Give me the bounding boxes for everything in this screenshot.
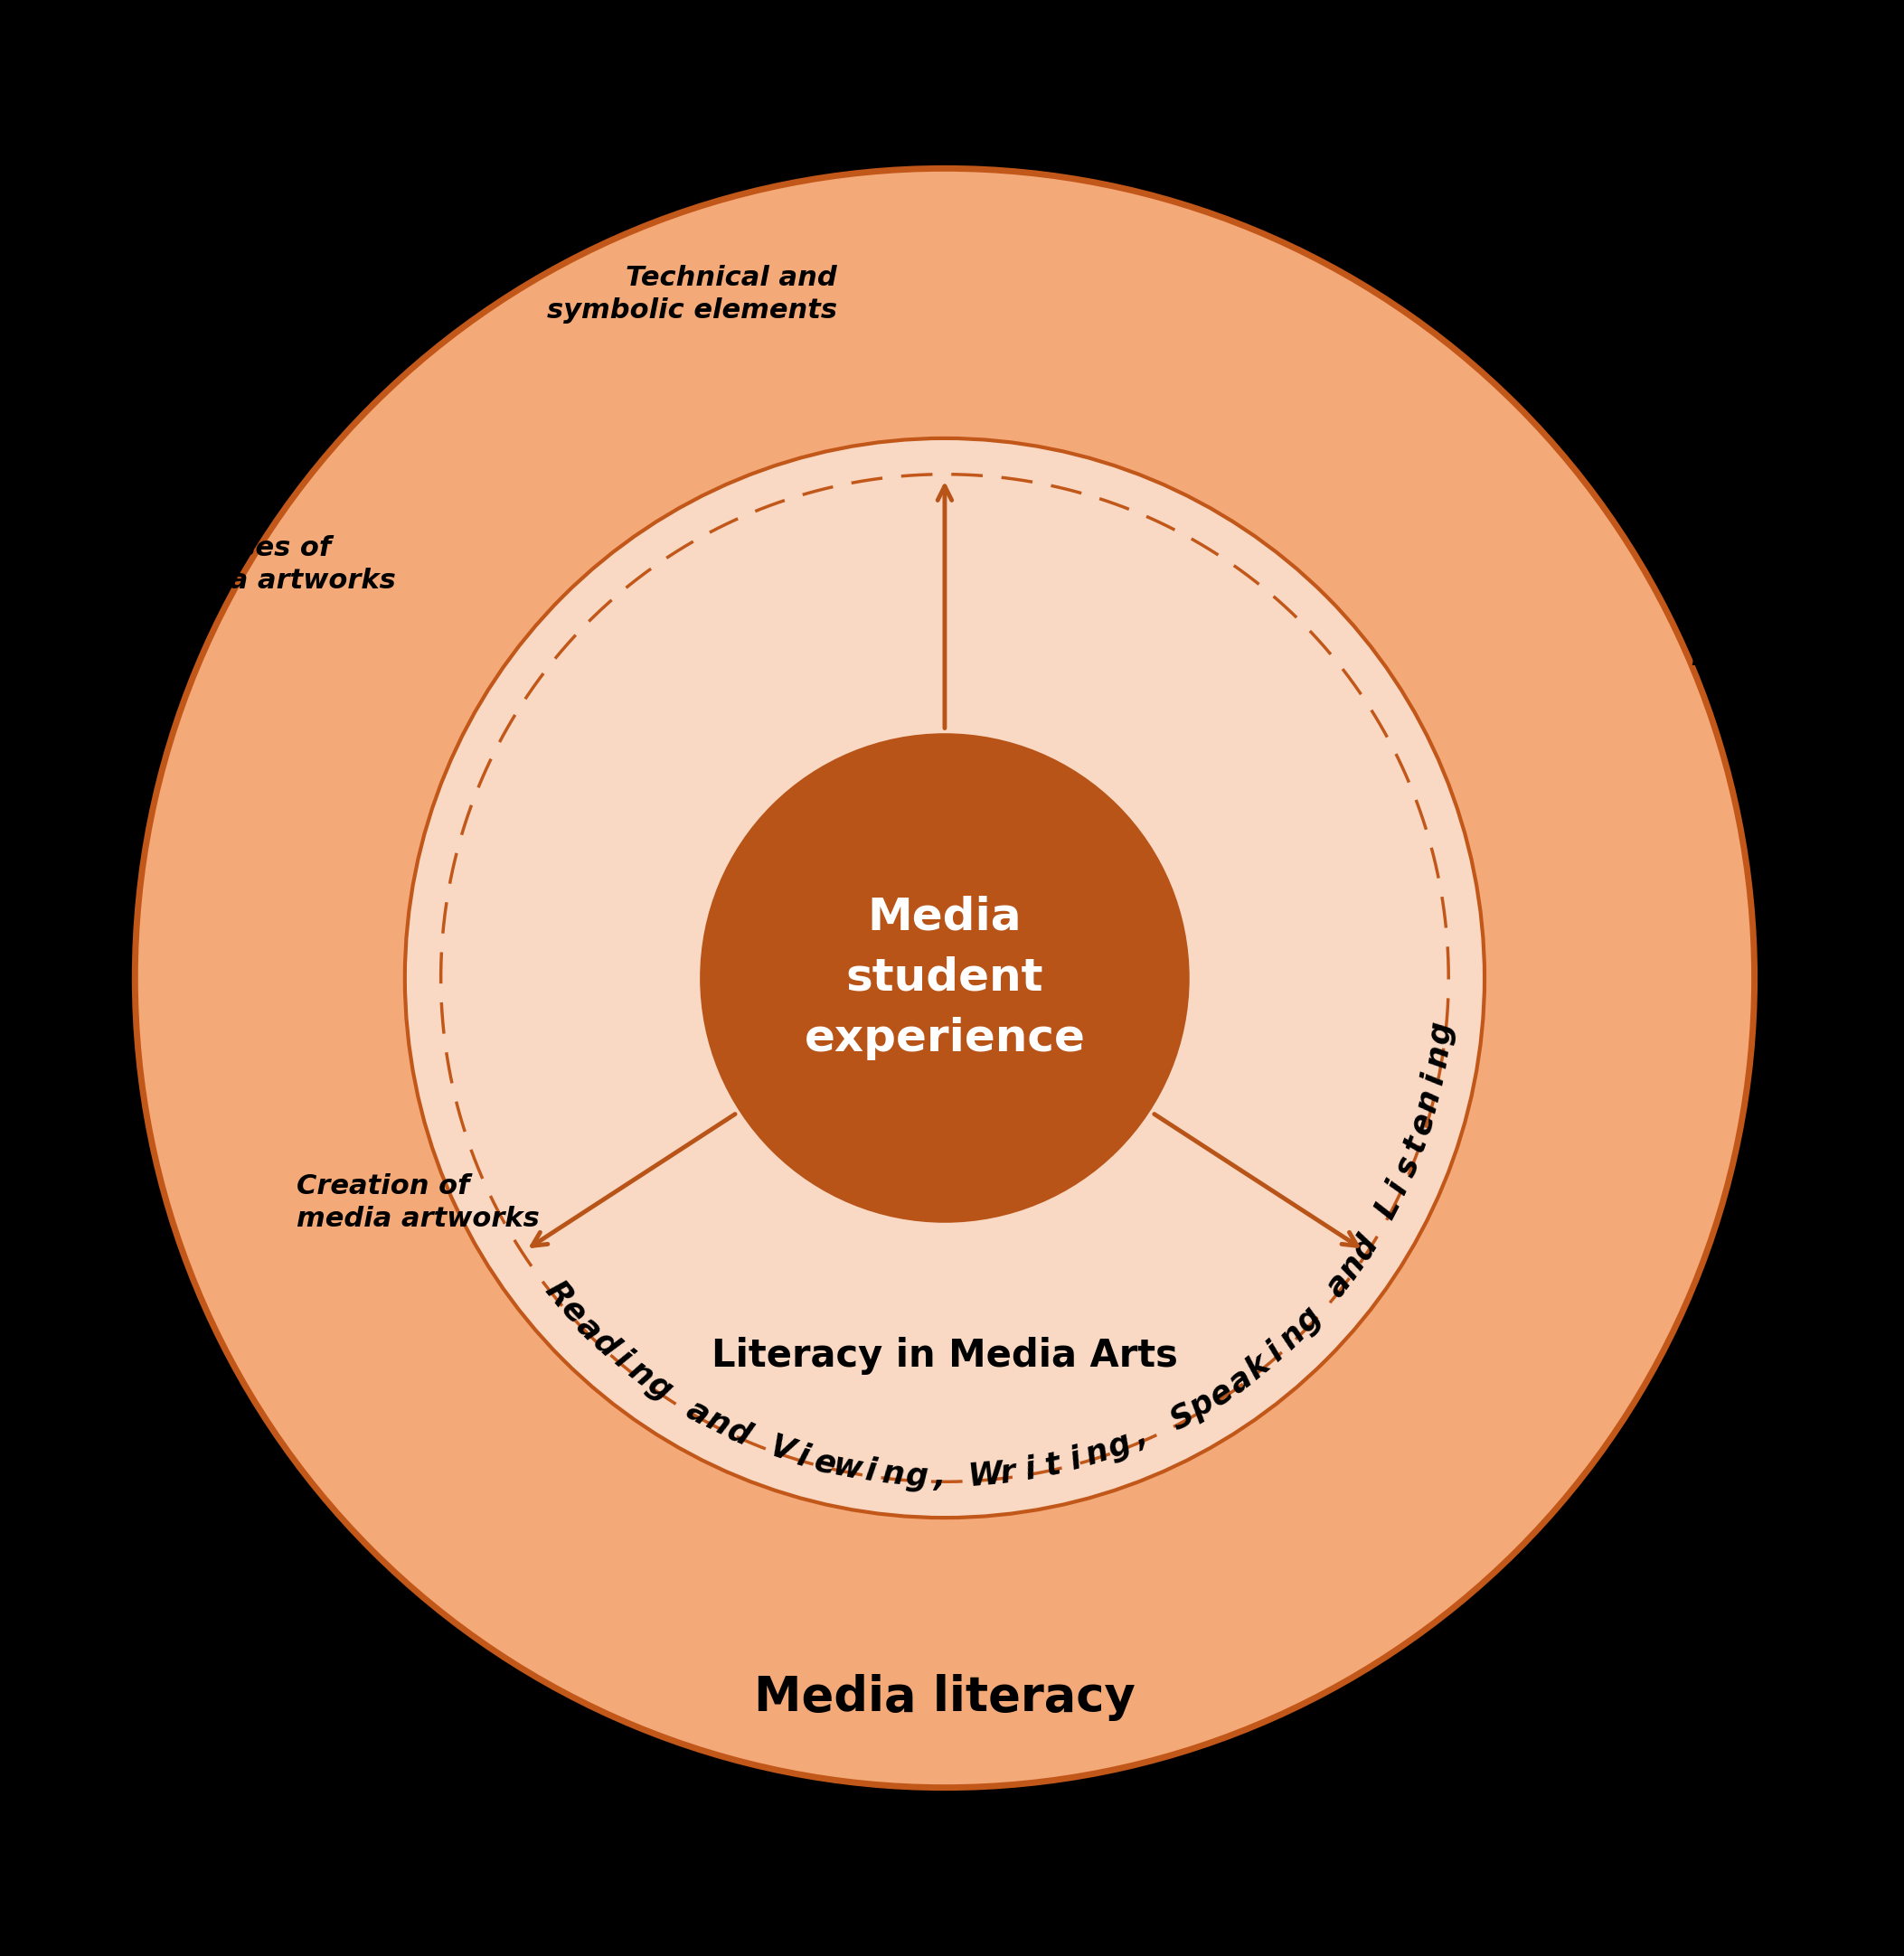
Text: p: p <box>1184 1387 1219 1424</box>
Text: e: e <box>811 1445 840 1481</box>
Text: L: L <box>1369 1191 1407 1224</box>
Text: d: d <box>722 1414 756 1451</box>
Text: W: W <box>967 1459 1003 1492</box>
Text: n: n <box>1411 1086 1447 1115</box>
Text: ,: , <box>1129 1420 1152 1453</box>
Text: e: e <box>1405 1109 1441 1138</box>
Text: t: t <box>1398 1133 1432 1156</box>
Text: n: n <box>1333 1248 1371 1285</box>
Text: g: g <box>1424 1021 1458 1046</box>
Text: Media
student
experience: Media student experience <box>803 896 1085 1060</box>
Text: i: i <box>1262 1336 1291 1367</box>
Text: e: e <box>1203 1375 1240 1412</box>
Text: w: w <box>830 1449 864 1487</box>
Text: n: n <box>623 1356 659 1393</box>
Text: n: n <box>1420 1043 1455 1070</box>
Text: Analyses of
media artworks: Analyses of media artworks <box>152 534 396 593</box>
Text: i: i <box>794 1440 813 1473</box>
Text: k: k <box>1240 1348 1276 1385</box>
Circle shape <box>135 168 1754 1788</box>
Text: g: g <box>1289 1301 1327 1338</box>
Text: t: t <box>1043 1449 1064 1483</box>
Text: a: a <box>1319 1267 1358 1303</box>
Text: i: i <box>1418 1070 1451 1088</box>
Text: Literacy in Media Arts: Literacy in Media Arts <box>712 1336 1179 1375</box>
Circle shape <box>406 438 1485 1518</box>
Text: a: a <box>1222 1361 1259 1399</box>
Text: r: r <box>998 1457 1017 1489</box>
Circle shape <box>703 735 1188 1221</box>
Text: i: i <box>1022 1453 1038 1487</box>
Text: e: e <box>554 1293 592 1330</box>
Text: i: i <box>1066 1444 1085 1477</box>
Text: R: R <box>539 1275 579 1312</box>
Text: i: i <box>609 1344 636 1375</box>
Text: i: i <box>863 1455 878 1489</box>
Text: n: n <box>701 1404 735 1442</box>
Text: g: g <box>904 1461 929 1492</box>
Text: n: n <box>1081 1436 1112 1471</box>
Text: s: s <box>1390 1152 1424 1181</box>
Text: g: g <box>1102 1428 1135 1465</box>
Text: Vocabulary: Vocabulary <box>1620 354 1792 379</box>
Text: g: g <box>642 1369 678 1406</box>
Text: Media literacy: Media literacy <box>754 1674 1135 1721</box>
Text: Technical and
symbolic elements: Technical and symbolic elements <box>546 264 836 323</box>
Text: d: d <box>586 1326 625 1363</box>
Text: a: a <box>682 1393 714 1430</box>
Text: S: S <box>1165 1399 1200 1436</box>
Text: n: n <box>882 1457 906 1490</box>
Text: Creation of
media artworks: Creation of media artworks <box>297 1174 541 1232</box>
Text: Production
processes: Production processes <box>1691 606 1860 665</box>
Text: i: i <box>1382 1176 1415 1199</box>
Text: n: n <box>1274 1316 1312 1356</box>
Text: d: d <box>1346 1230 1384 1266</box>
Text: a: a <box>571 1311 607 1348</box>
Text: V: V <box>765 1432 798 1469</box>
Text: ,: , <box>933 1461 946 1492</box>
